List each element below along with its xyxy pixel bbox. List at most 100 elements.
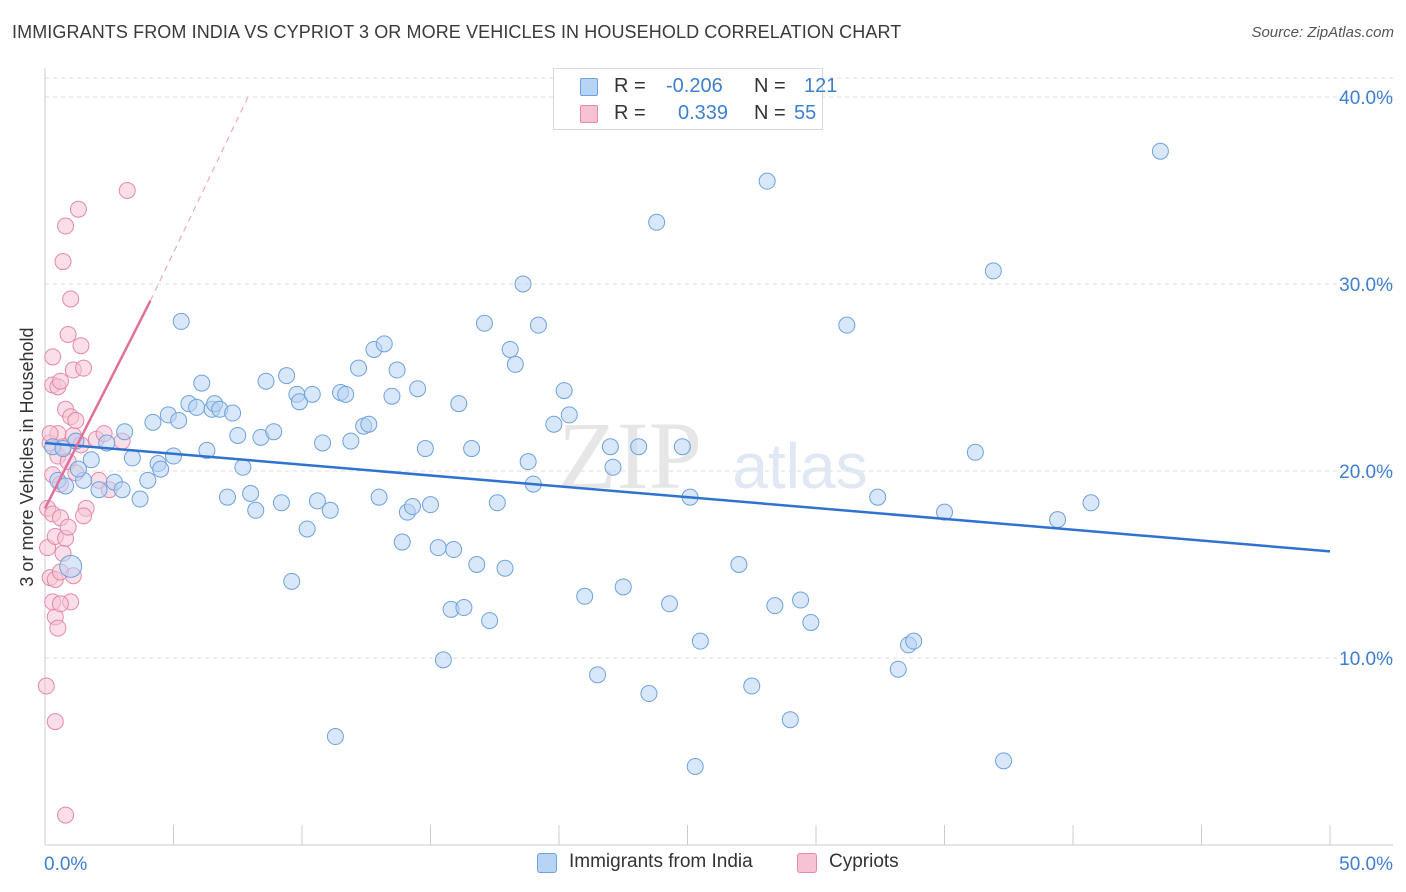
india-point bbox=[545, 415, 563, 433]
india-point bbox=[152, 460, 170, 478]
india-point bbox=[604, 458, 622, 476]
india-trend-line bbox=[44, 441, 1331, 553]
india-point bbox=[283, 572, 301, 590]
india-point bbox=[375, 335, 393, 353]
india-point bbox=[630, 438, 648, 456]
india-point bbox=[640, 685, 658, 703]
india-point bbox=[445, 541, 463, 559]
india-point bbox=[308, 492, 326, 510]
india-point bbox=[298, 520, 316, 538]
cypriots-point bbox=[67, 412, 85, 430]
india-point bbox=[601, 438, 619, 456]
legend-r-value: 0.339 bbox=[678, 102, 729, 124]
legend-label-cypriots: Cypriots bbox=[829, 851, 899, 872]
india-point bbox=[514, 275, 532, 293]
india-point bbox=[326, 728, 344, 746]
watermark-atlas: atlas bbox=[732, 430, 867, 502]
india-point bbox=[224, 404, 242, 422]
india-point bbox=[450, 395, 468, 413]
india-point bbox=[758, 172, 776, 190]
india-point bbox=[116, 423, 134, 441]
legend-label-india: Immigrants from India bbox=[569, 851, 753, 872]
india-point bbox=[589, 666, 607, 684]
india-point bbox=[393, 533, 411, 551]
cypriots-point bbox=[44, 348, 62, 366]
india-point bbox=[342, 432, 360, 450]
y-axis-label: 3 or more Vehicles in Household bbox=[17, 327, 37, 586]
india-point bbox=[555, 382, 573, 400]
india-point bbox=[966, 443, 984, 461]
india-point bbox=[984, 262, 1002, 280]
india-point bbox=[337, 385, 355, 403]
legend-swatch-cypriots bbox=[580, 105, 598, 123]
y-tick-label: 30.0% bbox=[1339, 275, 1393, 296]
india-point bbox=[648, 213, 666, 231]
legend-n-value: 55 bbox=[794, 102, 817, 124]
india-point bbox=[766, 597, 784, 615]
india-point bbox=[383, 387, 401, 405]
cypriots-point bbox=[75, 507, 93, 525]
india-point bbox=[519, 453, 537, 471]
india-point bbox=[272, 494, 290, 512]
india-point bbox=[1049, 511, 1067, 529]
india-point bbox=[234, 458, 252, 476]
india-point bbox=[429, 539, 447, 557]
cypriots-point bbox=[46, 713, 64, 731]
india-point bbox=[455, 599, 473, 617]
india-point bbox=[360, 415, 378, 433]
legend-swatch-cypriots bbox=[797, 853, 817, 873]
india-point bbox=[730, 556, 748, 573]
india-point bbox=[193, 374, 211, 392]
india-point bbox=[59, 554, 83, 578]
cypriots-point bbox=[69, 200, 87, 218]
india-point bbox=[501, 340, 519, 358]
india-point bbox=[165, 447, 182, 465]
india-point bbox=[314, 434, 332, 452]
india-point bbox=[198, 441, 216, 459]
india-point bbox=[576, 587, 594, 605]
india-point bbox=[1151, 142, 1169, 160]
grid-lines bbox=[45, 77, 1393, 659]
cypriots-points bbox=[37, 182, 136, 824]
india-point bbox=[686, 757, 704, 775]
india-point bbox=[113, 481, 131, 499]
india-point bbox=[144, 413, 162, 431]
cypriots-point bbox=[59, 325, 77, 343]
india-point bbox=[257, 372, 275, 390]
india-point bbox=[792, 591, 810, 609]
cypriots-point bbox=[57, 217, 75, 235]
chart-title: IMMIGRANTS FROM INDIA VS CYPRIOT 3 OR MO… bbox=[12, 22, 902, 42]
legend-n-value: 121 bbox=[804, 75, 838, 97]
india-point bbox=[188, 398, 206, 416]
cypriots-point bbox=[118, 182, 136, 199]
y-tick-label: 10.0% bbox=[1339, 649, 1393, 670]
india-point bbox=[350, 359, 368, 377]
legend-r-label: R = bbox=[614, 102, 646, 124]
y-tick-label: 40.0% bbox=[1339, 88, 1393, 109]
cypriots-point bbox=[54, 253, 72, 271]
india-point bbox=[69, 460, 87, 478]
india-point bbox=[404, 498, 422, 516]
cypriots-trend-line bbox=[43, 300, 152, 509]
cypriots-point bbox=[62, 290, 80, 308]
india-point bbox=[905, 632, 923, 650]
india-point bbox=[1082, 494, 1100, 512]
cypriots-point bbox=[51, 595, 69, 613]
india-point bbox=[995, 752, 1013, 770]
india-point bbox=[475, 314, 493, 332]
india-point bbox=[743, 677, 761, 695]
india-point bbox=[131, 490, 149, 508]
india-point bbox=[781, 711, 799, 729]
correlation-legend: R = -0.206 N = 121 R = 0.339 N = 55 bbox=[553, 68, 837, 130]
india-point bbox=[370, 488, 388, 506]
y-tick-label: 20.0% bbox=[1339, 462, 1393, 483]
legend-r-value: -0.206 bbox=[666, 75, 723, 97]
india-point bbox=[82, 451, 100, 469]
india-point bbox=[661, 595, 679, 613]
cypriots-point bbox=[75, 359, 93, 377]
cypriots-point bbox=[49, 619, 67, 637]
india-point bbox=[529, 316, 547, 334]
india-point bbox=[506, 355, 524, 373]
legend-r-label: R = bbox=[614, 75, 646, 97]
